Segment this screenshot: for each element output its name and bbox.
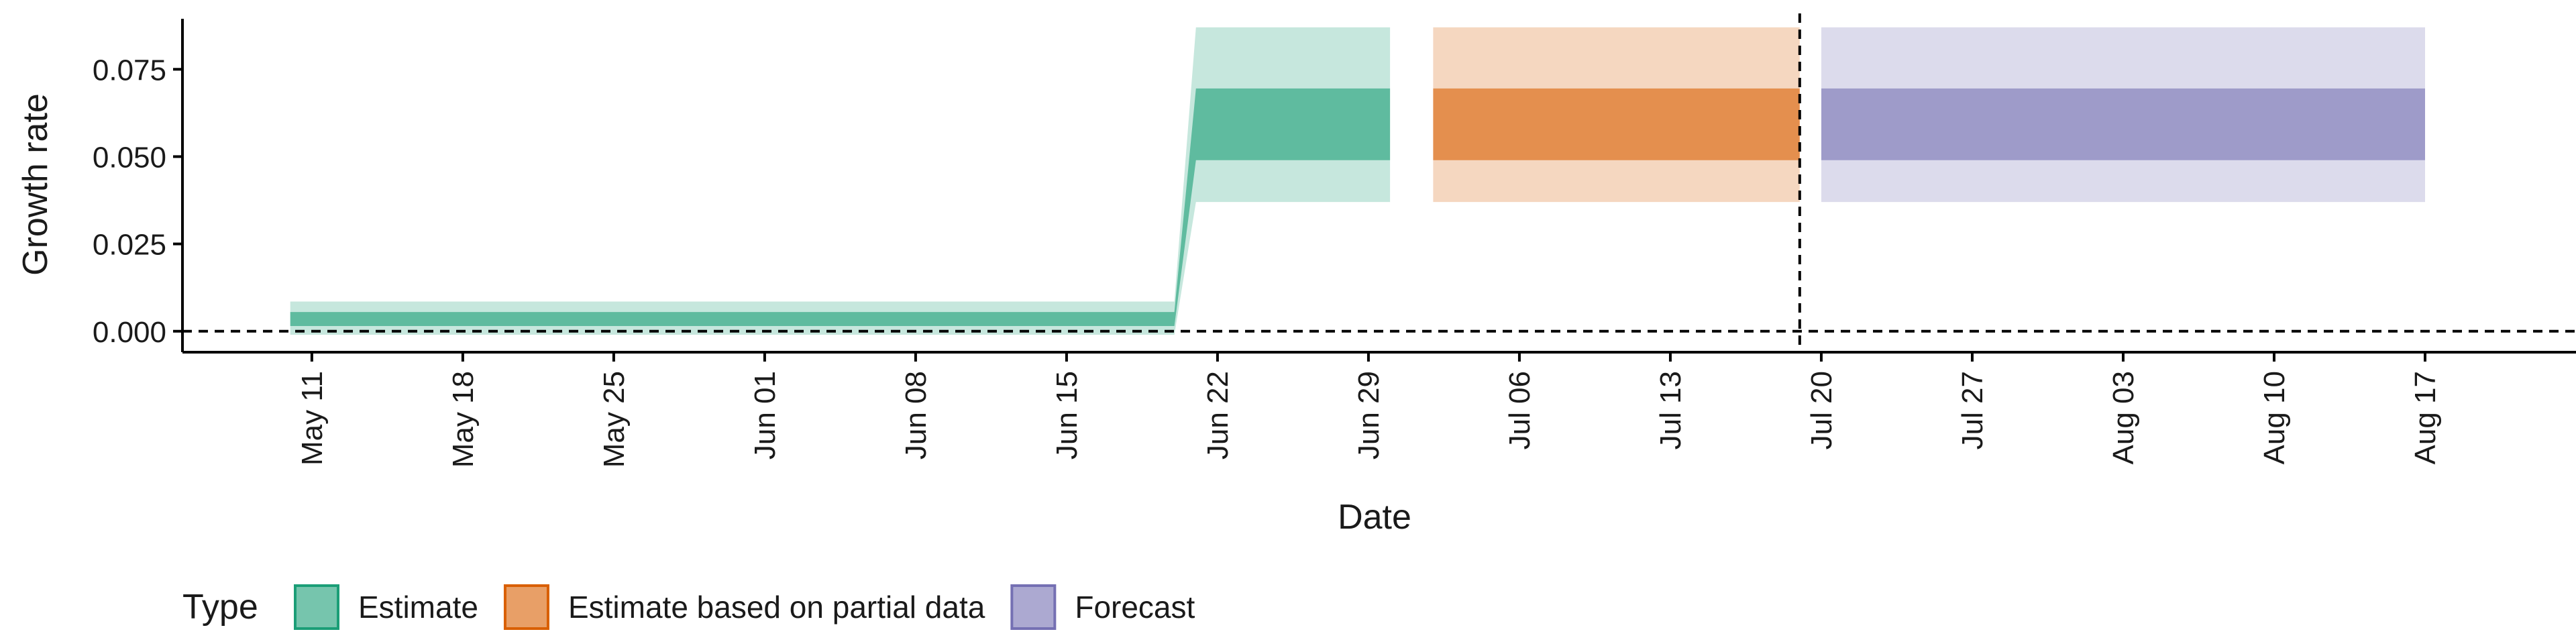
y-tick-label: 0.075 — [93, 54, 166, 87]
legend-key-estimate-based-on-partial-data — [503, 584, 549, 630]
ribbon-layer — [290, 27, 2425, 335]
x-tick-label: Jun 22 — [1201, 371, 1234, 460]
x-tick-label: Jul 13 — [1654, 371, 1687, 449]
estimate-band-90 — [290, 27, 1391, 335]
x-tick-label: Jun 29 — [1352, 371, 1385, 460]
y-tick-label: 0.050 — [93, 141, 166, 174]
x-tick-label: Aug 10 — [2258, 371, 2291, 464]
x-tick-label: Jun 01 — [749, 371, 782, 460]
legend-label-estimate-based-on-partial-data: Estimate based on partial data — [568, 590, 985, 625]
y-axis-title: Growth rate — [16, 93, 55, 276]
legend-title: Type — [182, 588, 258, 627]
legend-label-forecast: Forecast — [1075, 590, 1195, 625]
y-tick-label: 0.025 — [93, 229, 166, 262]
reference-lines — [182, 13, 2576, 352]
axes: 0.000 0.025 0.050 0.075 May 11 May 18 May 25 Ju… — [93, 19, 2576, 468]
x-tick-label: Aug 03 — [2107, 371, 2140, 464]
legend-key-estimate — [294, 584, 339, 630]
estimate-based-on-partial-data-band-50 — [1433, 88, 1800, 160]
y-tick-label: 0.000 — [93, 316, 166, 349]
x-tick-label: Jul 20 — [1805, 371, 1838, 449]
x-tick-label: May 25 — [598, 371, 631, 468]
x-tick-label: May 11 — [296, 371, 329, 466]
legend-key-forecast — [1010, 584, 1057, 630]
legend-label-estimate: Estimate — [358, 590, 478, 625]
forecast-band-50 — [1821, 88, 2425, 160]
x-tick-label: Jun 15 — [1051, 371, 1083, 460]
x-tick-label: Jun 08 — [900, 371, 932, 460]
x-tick-label: May 18 — [447, 371, 480, 468]
x-tick-label: Aug 17 — [2409, 371, 2442, 464]
x-axis-title: Date — [1338, 498, 1411, 537]
legend: Type Estimate Estimate based on partial da… — [182, 584, 1195, 630]
x-tick-label: Jul 27 — [1956, 371, 1989, 449]
estimate-band-50 — [290, 88, 1391, 326]
x-tick-label: Jul 06 — [1503, 371, 1536, 449]
